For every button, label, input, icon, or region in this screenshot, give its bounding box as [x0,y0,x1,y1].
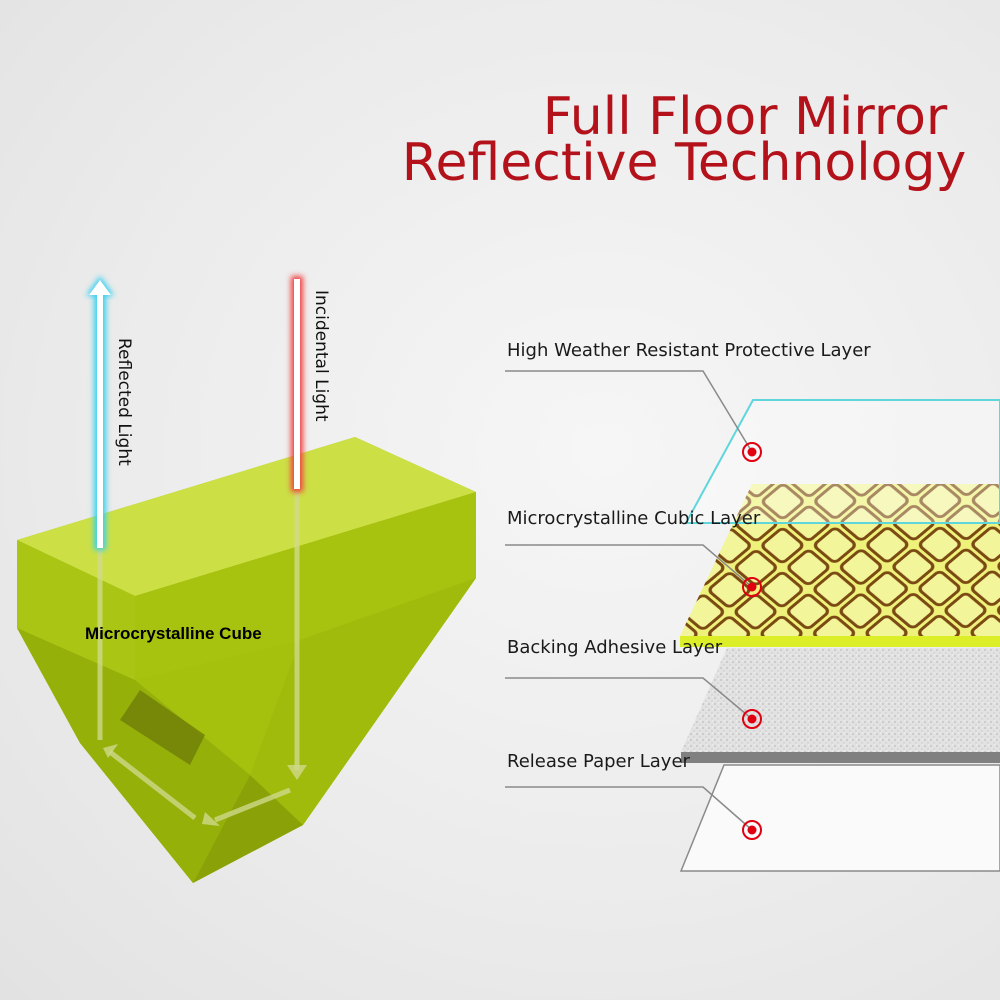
layer-label-release-paper: Release Paper Layer [507,751,691,772]
internal-light-path [97,492,300,823]
cube-label: Microcrystalline Cube [85,624,262,643]
incidental-light-label: Incidental Light [311,290,331,422]
release-paper-layer [679,764,1000,872]
layer-label-protective: High Weather Resistant Protective Layer [507,340,871,361]
layer-label-cubic: Microcrystalline Cubic Layer [507,508,761,529]
arrow-left-icon [202,812,220,826]
target-marker-icon [742,709,762,729]
protective-layer [684,399,1000,524]
target-marker-icon [742,577,762,597]
microcrystalline-cube [17,437,476,883]
arrow-down-icon [287,765,307,780]
layer-callout-3: Backing Adhesive Layer [505,637,762,729]
layer-callout-2: Microcrystalline Cubic Layer [505,508,762,597]
target-marker-icon [742,442,762,462]
target-marker-icon [742,820,762,840]
layer-callout-1: High Weather Resistant Protective Layer [505,340,871,462]
backing-adhesive-layer [681,648,1000,763]
reflected-light-label: Reflected Light [114,338,134,466]
title-line-2: Reflective Technology [402,133,967,193]
layer-label-adhesive: Backing Adhesive Layer [507,637,723,658]
layer-callout-4: Release Paper Layer [505,751,762,840]
arrow-up-left-icon [103,744,118,758]
incidental-light-arrow [291,276,303,492]
reflected-light-arrow [86,276,114,550]
title-line-1: Full Floor Mirror [543,87,948,147]
